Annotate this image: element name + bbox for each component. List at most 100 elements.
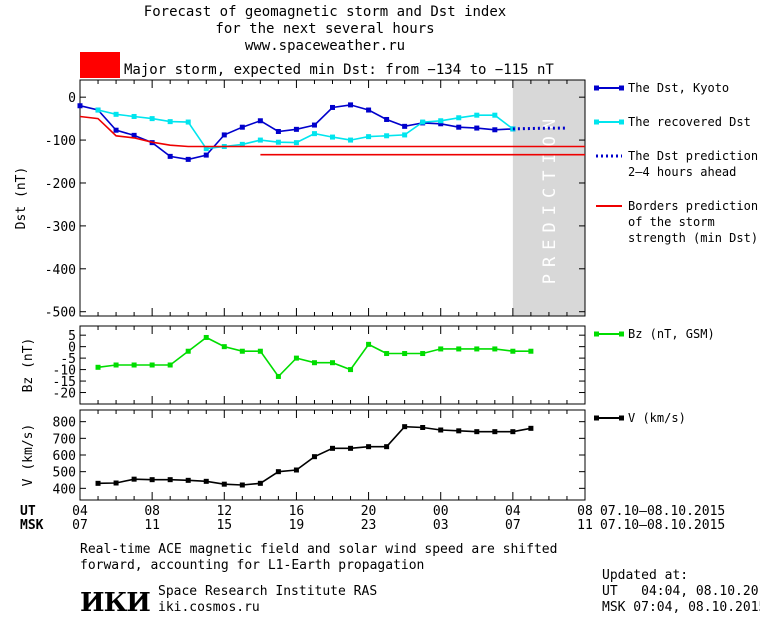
y-tick-label: -15: [53, 375, 76, 390]
data-point: [384, 351, 390, 357]
data-point: [366, 444, 372, 450]
data-point: [95, 480, 101, 486]
x-tick-label-msk: 23: [361, 518, 377, 533]
data-point: [239, 141, 245, 147]
date-range-ut: 07.10–08.10.2015: [600, 504, 725, 519]
site-url: www.spaceweather.ru: [244, 38, 406, 54]
data-point: [366, 134, 372, 140]
x-tick-label-ut: 00: [433, 504, 449, 519]
prediction-band: [512, 80, 585, 316]
data-point: [203, 334, 209, 340]
y-axis-label: Dst (nT): [14, 167, 29, 230]
series-line: [97, 336, 531, 378]
x-tick-label-ut: 04: [505, 504, 521, 519]
x-tick-label-ut: 16: [289, 504, 305, 519]
data-point: [474, 112, 480, 118]
y-tick-label: -300: [45, 220, 76, 235]
x-tick-label-msk: 15: [216, 518, 232, 533]
chart-title-line-2: for the next several hours: [215, 21, 435, 37]
x-tick-label-ut: 08: [144, 504, 160, 519]
legend-label: V (km/s): [628, 411, 686, 425]
legend-marker: [594, 85, 599, 91]
data-point: [528, 425, 534, 431]
data-point: [348, 137, 354, 143]
data-point: [185, 477, 191, 483]
data-point: [348, 102, 354, 108]
data-point: [366, 341, 372, 347]
footer-note-line-2: forward, accounting for L1-Earth propaga…: [80, 558, 425, 573]
data-point: [420, 425, 426, 430]
x-tick-label-ut: 20: [361, 504, 377, 519]
data-point: [456, 428, 462, 434]
data-point: [113, 362, 119, 368]
x-tick-label-ut: 08: [577, 504, 593, 519]
data-point: [384, 444, 390, 450]
data-point: [474, 346, 480, 352]
data-point: [438, 121, 444, 127]
legend-marker: [619, 331, 624, 337]
data-point: [203, 146, 209, 152]
chart-title-line-1: Forecast of geomagnetic storm and Dst in…: [143, 4, 507, 20]
data-point: [438, 346, 444, 352]
y-tick-label: 600: [53, 449, 76, 464]
institute-link[interactable]: iki.cosmos.ru: [158, 600, 260, 615]
data-point: [95, 107, 101, 113]
data-point: [384, 116, 390, 122]
data-point: [492, 112, 498, 118]
data-point: [311, 131, 317, 137]
data-point: [311, 360, 317, 366]
series-line: [97, 109, 514, 150]
data-point: [275, 128, 281, 134]
data-point: [185, 156, 191, 162]
legend-label: Borders prediction: [628, 199, 758, 213]
data-point: [275, 469, 281, 475]
data-point: [384, 133, 390, 139]
legend-marker: [594, 119, 599, 125]
panel-frame: [79, 79, 586, 317]
legend-marker: [619, 119, 624, 125]
data-point: [221, 344, 227, 350]
data-point: [131, 362, 137, 368]
data-point: [131, 132, 137, 138]
data-point: [528, 348, 534, 354]
x-axis-label-ut: UT: [20, 504, 36, 519]
panel-frame: [79, 409, 586, 501]
data-point: [330, 104, 335, 110]
data-point: [257, 137, 263, 143]
data-point: [474, 429, 480, 435]
data-point: [293, 467, 299, 473]
data-point: [221, 481, 227, 487]
data-point: [113, 127, 119, 133]
data-point: [275, 139, 281, 145]
updated-ut: UT 04:04, 08.10.2015: [602, 584, 760, 599]
legend-label: strength (min Dst): [628, 231, 758, 245]
data-point: [203, 152, 209, 158]
data-point: [239, 348, 245, 354]
y-tick-label: 0: [68, 91, 76, 106]
y-axis-label: Bz (nT): [21, 338, 36, 393]
data-point: [293, 126, 299, 132]
data-point: [366, 107, 372, 113]
y-tick-label: 500: [53, 466, 76, 481]
data-point: [438, 118, 444, 124]
data-point: [420, 351, 426, 357]
x-tick-label-msk: 07: [505, 518, 521, 533]
data-point: [293, 355, 299, 361]
x-tick-label-ut: 12: [216, 504, 232, 519]
x-tick-label-msk: 11: [577, 518, 593, 533]
data-point: [420, 119, 426, 125]
data-point: [167, 119, 173, 125]
legend-label: The Dst prediction: [628, 149, 758, 163]
data-point: [330, 445, 335, 451]
data-point: [149, 477, 155, 483]
data-point: [474, 125, 480, 131]
prediction-band-label: PREDICTION: [540, 112, 560, 284]
data-point: [293, 140, 299, 146]
data-point: [131, 113, 137, 119]
legend-label: of the storm: [628, 215, 715, 229]
data-point: [257, 480, 263, 486]
data-point: [167, 477, 173, 483]
data-point: [113, 480, 119, 486]
data-point: [330, 134, 335, 140]
